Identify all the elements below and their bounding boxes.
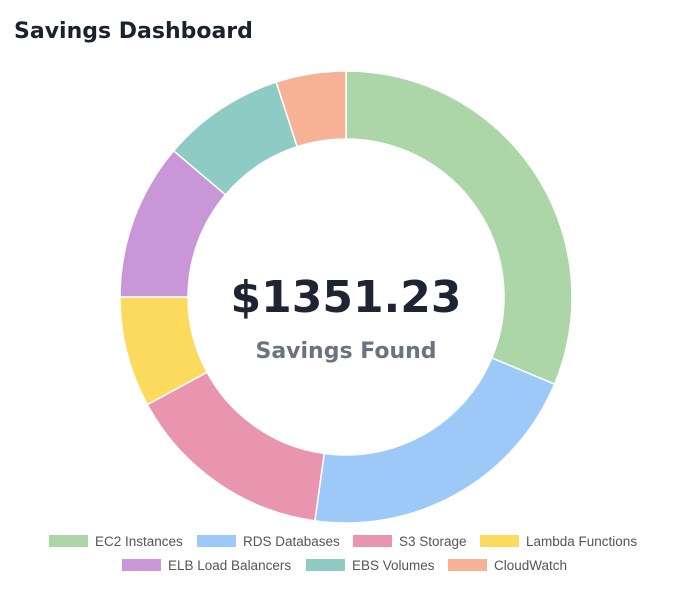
legend-swatch bbox=[122, 559, 161, 571]
donut-slice bbox=[146, 371, 326, 522]
legend-label: CloudWatch bbox=[494, 558, 567, 573]
legend-swatch bbox=[353, 535, 392, 547]
legend-label: RDS Databases bbox=[243, 534, 340, 549]
donut-slice bbox=[275, 70, 347, 148]
center-label: Savings Found bbox=[255, 339, 436, 364]
donut-slice bbox=[314, 356, 556, 524]
center-value: $1351.23 bbox=[230, 272, 461, 323]
legend-label: EBS Volumes bbox=[352, 558, 435, 573]
legend-label: ELB Load Balancers bbox=[168, 558, 291, 573]
legend-swatch bbox=[197, 535, 236, 547]
legend-label: S3 Storage bbox=[399, 534, 467, 549]
legend-swatch bbox=[448, 559, 487, 571]
legend-swatch bbox=[480, 535, 519, 547]
page-title: Savings Dashboard bbox=[14, 19, 253, 44]
legend-label: Lambda Functions bbox=[526, 534, 637, 549]
legend-label: EC2 Instances bbox=[95, 534, 183, 549]
legend-swatch bbox=[306, 559, 345, 571]
legend-swatch bbox=[49, 535, 88, 547]
donut-slice bbox=[345, 70, 573, 386]
